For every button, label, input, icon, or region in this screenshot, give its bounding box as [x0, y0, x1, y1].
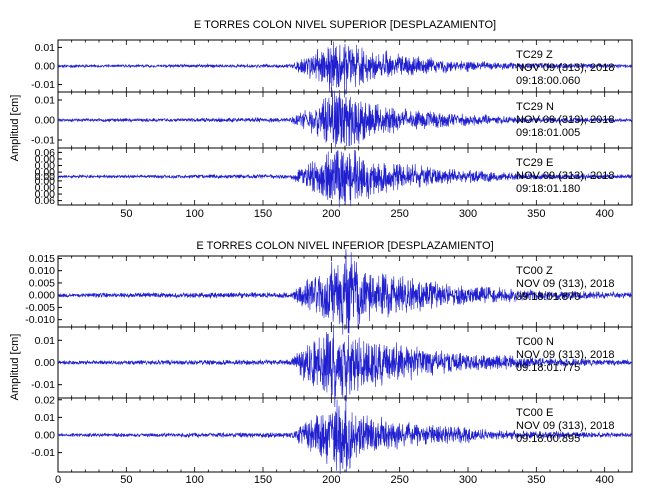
x-tick-label: 200 — [322, 208, 340, 220]
y-axis-label-superior: Amplitud [cm] — [9, 95, 21, 162]
waveform-line — [57, 41, 633, 98]
waveform-line — [57, 324, 633, 407]
station-label: NOV 09 (313), 2018 — [516, 420, 614, 432]
station-label: TC29 Z — [516, 49, 553, 61]
x-tick-label: 150 — [254, 208, 272, 220]
y-tick-label: 0.00 — [35, 171, 56, 183]
station-label: 09:18:00.895 — [516, 433, 580, 445]
y-tick-label: 0.005 — [29, 277, 55, 289]
station-label: 09:18:01.005 — [516, 127, 580, 139]
x-tick-label: 400 — [595, 474, 613, 486]
y-tick-label: 0.01 — [35, 42, 56, 54]
x-tick-label: 400 — [595, 208, 613, 220]
station-label: TC29 N — [516, 101, 554, 113]
y-tick-label: 0.010 — [29, 265, 55, 277]
y-tick-label: -0.01 — [31, 379, 55, 391]
y-tick-label: 0.00 — [35, 153, 56, 165]
station-label: 09:18:01.180 — [516, 183, 580, 195]
y-tick-label: 0.00 — [35, 160, 56, 172]
y-tick-label: 0.00 — [35, 430, 56, 442]
chart-title-superior: E TORRES COLON NIVEL SUPERIOR [DESPLAZAM… — [194, 19, 496, 31]
y-tick-label: 0.01 — [35, 95, 56, 107]
x-tick-label: 250 — [390, 474, 408, 486]
y-tick-label: 0.01 — [35, 335, 56, 347]
x-tick-label: 350 — [527, 474, 545, 486]
y-tick-label: 0.02 — [35, 394, 56, 406]
x-tick-label: 50 — [120, 208, 132, 220]
y-tick-label: 0.06 — [35, 195, 56, 207]
x-tick-label: 0 — [55, 474, 61, 486]
station-label: 09:18:01.870 — [516, 291, 580, 303]
chart-title-inferior: E TORRES COLON NIVEL INFERIOR [DESPLAZAM… — [196, 240, 493, 252]
waveform-line — [57, 395, 633, 475]
x-tick-label: 300 — [459, 208, 477, 220]
x-tick-label: 100 — [185, 474, 203, 486]
station-label: NOV 09 (313), 2018 — [516, 349, 614, 361]
x-tick-label: 200 — [322, 474, 340, 486]
x-tick-label: 100 — [185, 208, 203, 220]
waveform-line — [57, 248, 633, 335]
y-tick-label: 0.00 — [35, 115, 56, 127]
y-tick-label: 0.00 — [35, 182, 56, 194]
x-tick-label: 250 — [390, 208, 408, 220]
y-tick-label: 0.06 — [35, 147, 56, 159]
y-tick-label: -0.01 — [31, 79, 55, 91]
x-tick-label: 50 — [120, 474, 132, 486]
y-tick-label: -0.01 — [31, 135, 55, 147]
station-label: NOV 09 (313), 2018 — [516, 114, 614, 126]
waveform-line — [57, 149, 633, 208]
y-tick-label: -0.005 — [25, 302, 55, 314]
y-tick-label: 0.00 — [35, 357, 56, 369]
station-label: TC00 Z — [516, 265, 553, 277]
waveform-line — [57, 89, 633, 148]
station-label: TC29 E — [516, 157, 553, 169]
y-tick-label: 0.00 — [35, 167, 56, 179]
x-tick-label: 150 — [254, 474, 272, 486]
x-tick-label: 300 — [459, 474, 477, 486]
y-tick-label: 0.00 — [35, 175, 56, 187]
y-axis-label-inferior: Amplitud [cm] — [9, 334, 21, 401]
y-tick-label: 0.015 — [29, 253, 55, 265]
y-tick-label: -0.010 — [25, 314, 55, 326]
station-label: NOV 09 (313), 2018 — [516, 62, 614, 74]
station-label: 09:18:00.060 — [516, 75, 580, 87]
x-tick-label: 350 — [527, 208, 545, 220]
y-tick-label: -0.01 — [31, 447, 55, 459]
y-tick-label: 0.00 — [35, 189, 56, 201]
station-label: TC00 N — [516, 336, 554, 348]
y-tick-label: 0.01 — [35, 412, 56, 424]
y-tick-label: 0.000 — [29, 290, 55, 302]
station-label: TC00 E — [516, 407, 553, 419]
station-label: NOV 09 (313), 2018 — [516, 170, 614, 182]
station-label: NOV 09 (313), 2018 — [516, 278, 614, 290]
station-label: 09:18:01.775 — [516, 362, 580, 374]
y-tick-label: 0.00 — [35, 61, 56, 73]
